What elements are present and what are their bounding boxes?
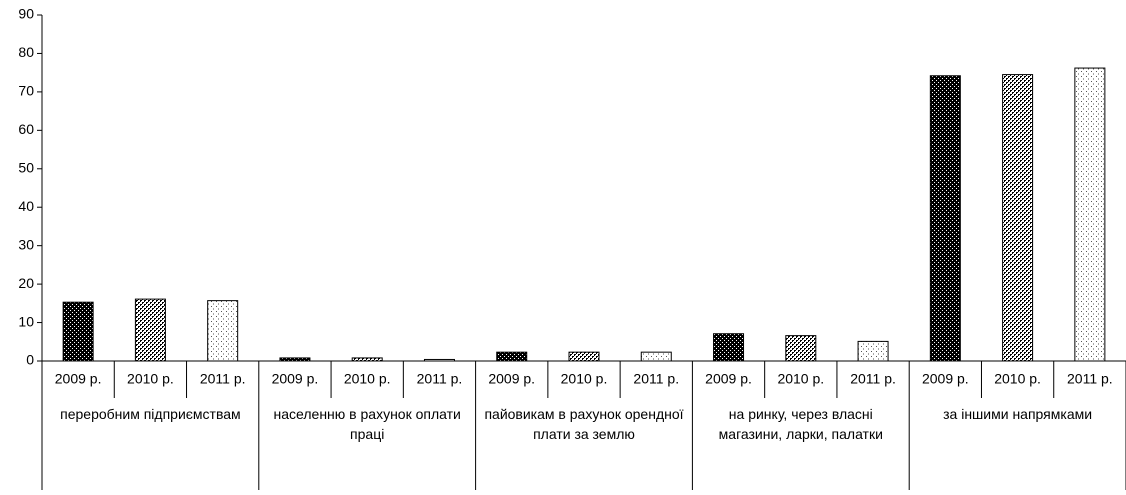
group-label: за іншими напрямками — [943, 406, 1093, 422]
bar — [134, 298, 166, 362]
y-tick-label: 40 — [18, 198, 34, 214]
bar — [1074, 67, 1106, 362]
x-tick-label: 2010 р. — [127, 371, 174, 387]
x-tick-label: 2011 р. — [850, 371, 896, 387]
bar — [207, 300, 239, 362]
bar — [62, 301, 94, 362]
bar — [351, 357, 383, 362]
x-tick-label: 2009 р. — [55, 371, 102, 387]
bar — [423, 358, 455, 362]
bar — [857, 340, 889, 362]
y-tick-label: 60 — [18, 121, 34, 137]
group-label: на ринку, через власні магазини, ларки, … — [718, 406, 883, 442]
group-label-box: населенню в рахунок оплати праці — [273, 406, 461, 442]
group-label: пайовикам в рахунок орендної плати за зе… — [484, 406, 684, 442]
bar — [785, 335, 817, 362]
y-tick-label: 0 — [26, 352, 34, 368]
x-tick-label: 2011 р. — [200, 371, 246, 387]
x-tick-label: 2011 р. — [417, 371, 463, 387]
x-tick-label: 2010 р. — [344, 371, 391, 387]
group-label-box: за іншими напрямками — [943, 406, 1093, 422]
x-tick-label: 2010 р. — [777, 371, 824, 387]
x-tick-label: 2011 р. — [1067, 371, 1113, 387]
bar — [929, 75, 961, 362]
x-tick-label: 2010 р. — [561, 371, 608, 387]
bar — [1002, 74, 1034, 362]
x-tick-label: 2010 р. — [994, 371, 1041, 387]
y-tick-label: 80 — [18, 44, 34, 60]
bar — [279, 357, 311, 362]
bar — [713, 333, 745, 362]
y-tick-label: 70 — [18, 83, 34, 99]
group-label: переробним підприємствам — [60, 406, 241, 422]
y-tick-label: 20 — [18, 275, 34, 291]
x-tick-label: 2011 р. — [633, 371, 679, 387]
group-label-box: переробним підприємствам — [60, 406, 241, 422]
bar — [568, 351, 600, 362]
y-tick-label: 30 — [18, 236, 34, 252]
bar — [640, 351, 672, 362]
x-tick-label: 2009 р. — [488, 371, 535, 387]
y-tick-label: 10 — [18, 313, 34, 329]
x-tick-label: 2009 р. — [705, 371, 752, 387]
x-tick-label: 2009 р. — [922, 371, 969, 387]
y-tick-label: 50 — [18, 159, 34, 175]
group-label-box: на ринку, через власні магазини, ларки, … — [718, 406, 883, 442]
x-tick-label: 2009 р. — [272, 371, 319, 387]
bar — [496, 351, 528, 362]
group-label: населенню в рахунок оплати праці — [273, 406, 461, 442]
y-tick-label: 90 — [18, 6, 34, 22]
group-label-box: пайовикам в рахунок орендної плати за зе… — [484, 406, 684, 442]
